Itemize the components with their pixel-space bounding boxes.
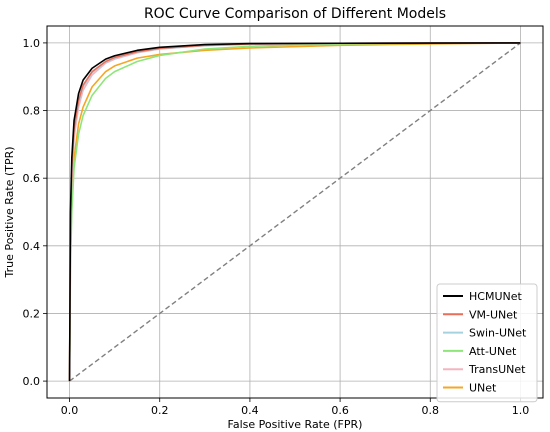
- x-tick-label: 0.6: [331, 404, 349, 417]
- legend-label: UNet: [469, 382, 497, 395]
- series-line-att-unet: [68, 42, 521, 382]
- x-axis-label: False Positive Rate (FPR): [228, 418, 363, 431]
- y-axis-label: True Positive Rate (TPR): [3, 146, 16, 278]
- legend-label: HCMUNet: [469, 290, 522, 303]
- x-tick-label: 1.0: [512, 404, 530, 417]
- legend-label: VM-UNet: [469, 308, 518, 321]
- grid-layer: [47, 26, 543, 398]
- y-tick-label: 0.8: [23, 105, 41, 118]
- reference-diagonal: [69, 42, 521, 382]
- y-tick-label: 0.6: [23, 172, 41, 185]
- x-tick-label: 0.4: [241, 404, 259, 417]
- legend-label: TransUNet: [468, 363, 526, 376]
- ticks-layer: 0.0 0.2 0.4 0.6 0.8 1.0 0.0 0.2 0.4 0.6 0.8 1.0: [23, 37, 530, 417]
- legend: HCMUNet VM-UNet Swin-UNet Att-UNet TransUNet…: [436, 283, 538, 403]
- legend-label: Swin-UNet: [469, 327, 527, 340]
- chart-title: ROC Curve Comparison of Different Models: [144, 6, 446, 22]
- legend-items: HCMUNet VM-UNet Swin-UNet Att-UNet TransUNet…: [443, 290, 527, 395]
- series-layer: [68, 42, 521, 382]
- legend-label: Att-UNet: [469, 345, 517, 358]
- x-tick-label: 0.8: [422, 404, 440, 417]
- y-tick-label: 1.0: [23, 37, 41, 50]
- plot-frame: [46, 25, 544, 399]
- reference-line: [69, 42, 521, 382]
- y-tick-label: 0.2: [23, 307, 41, 320]
- x-tick-label: 0.2: [151, 404, 169, 417]
- x-tick-label: 0.0: [61, 404, 79, 417]
- series-line-hcmunet: [68, 42, 521, 382]
- y-tick-label: 0.4: [23, 240, 41, 253]
- y-tick-label: 0.0: [23, 375, 41, 388]
